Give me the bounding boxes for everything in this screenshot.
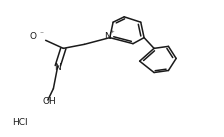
- Text: N: N: [104, 32, 110, 42]
- Text: ⁻: ⁻: [40, 29, 44, 38]
- Text: HCl: HCl: [12, 118, 28, 127]
- Text: OH: OH: [42, 97, 56, 106]
- Text: O: O: [29, 32, 36, 42]
- Text: N: N: [54, 63, 60, 72]
- Text: ⁺: ⁺: [111, 31, 114, 37]
